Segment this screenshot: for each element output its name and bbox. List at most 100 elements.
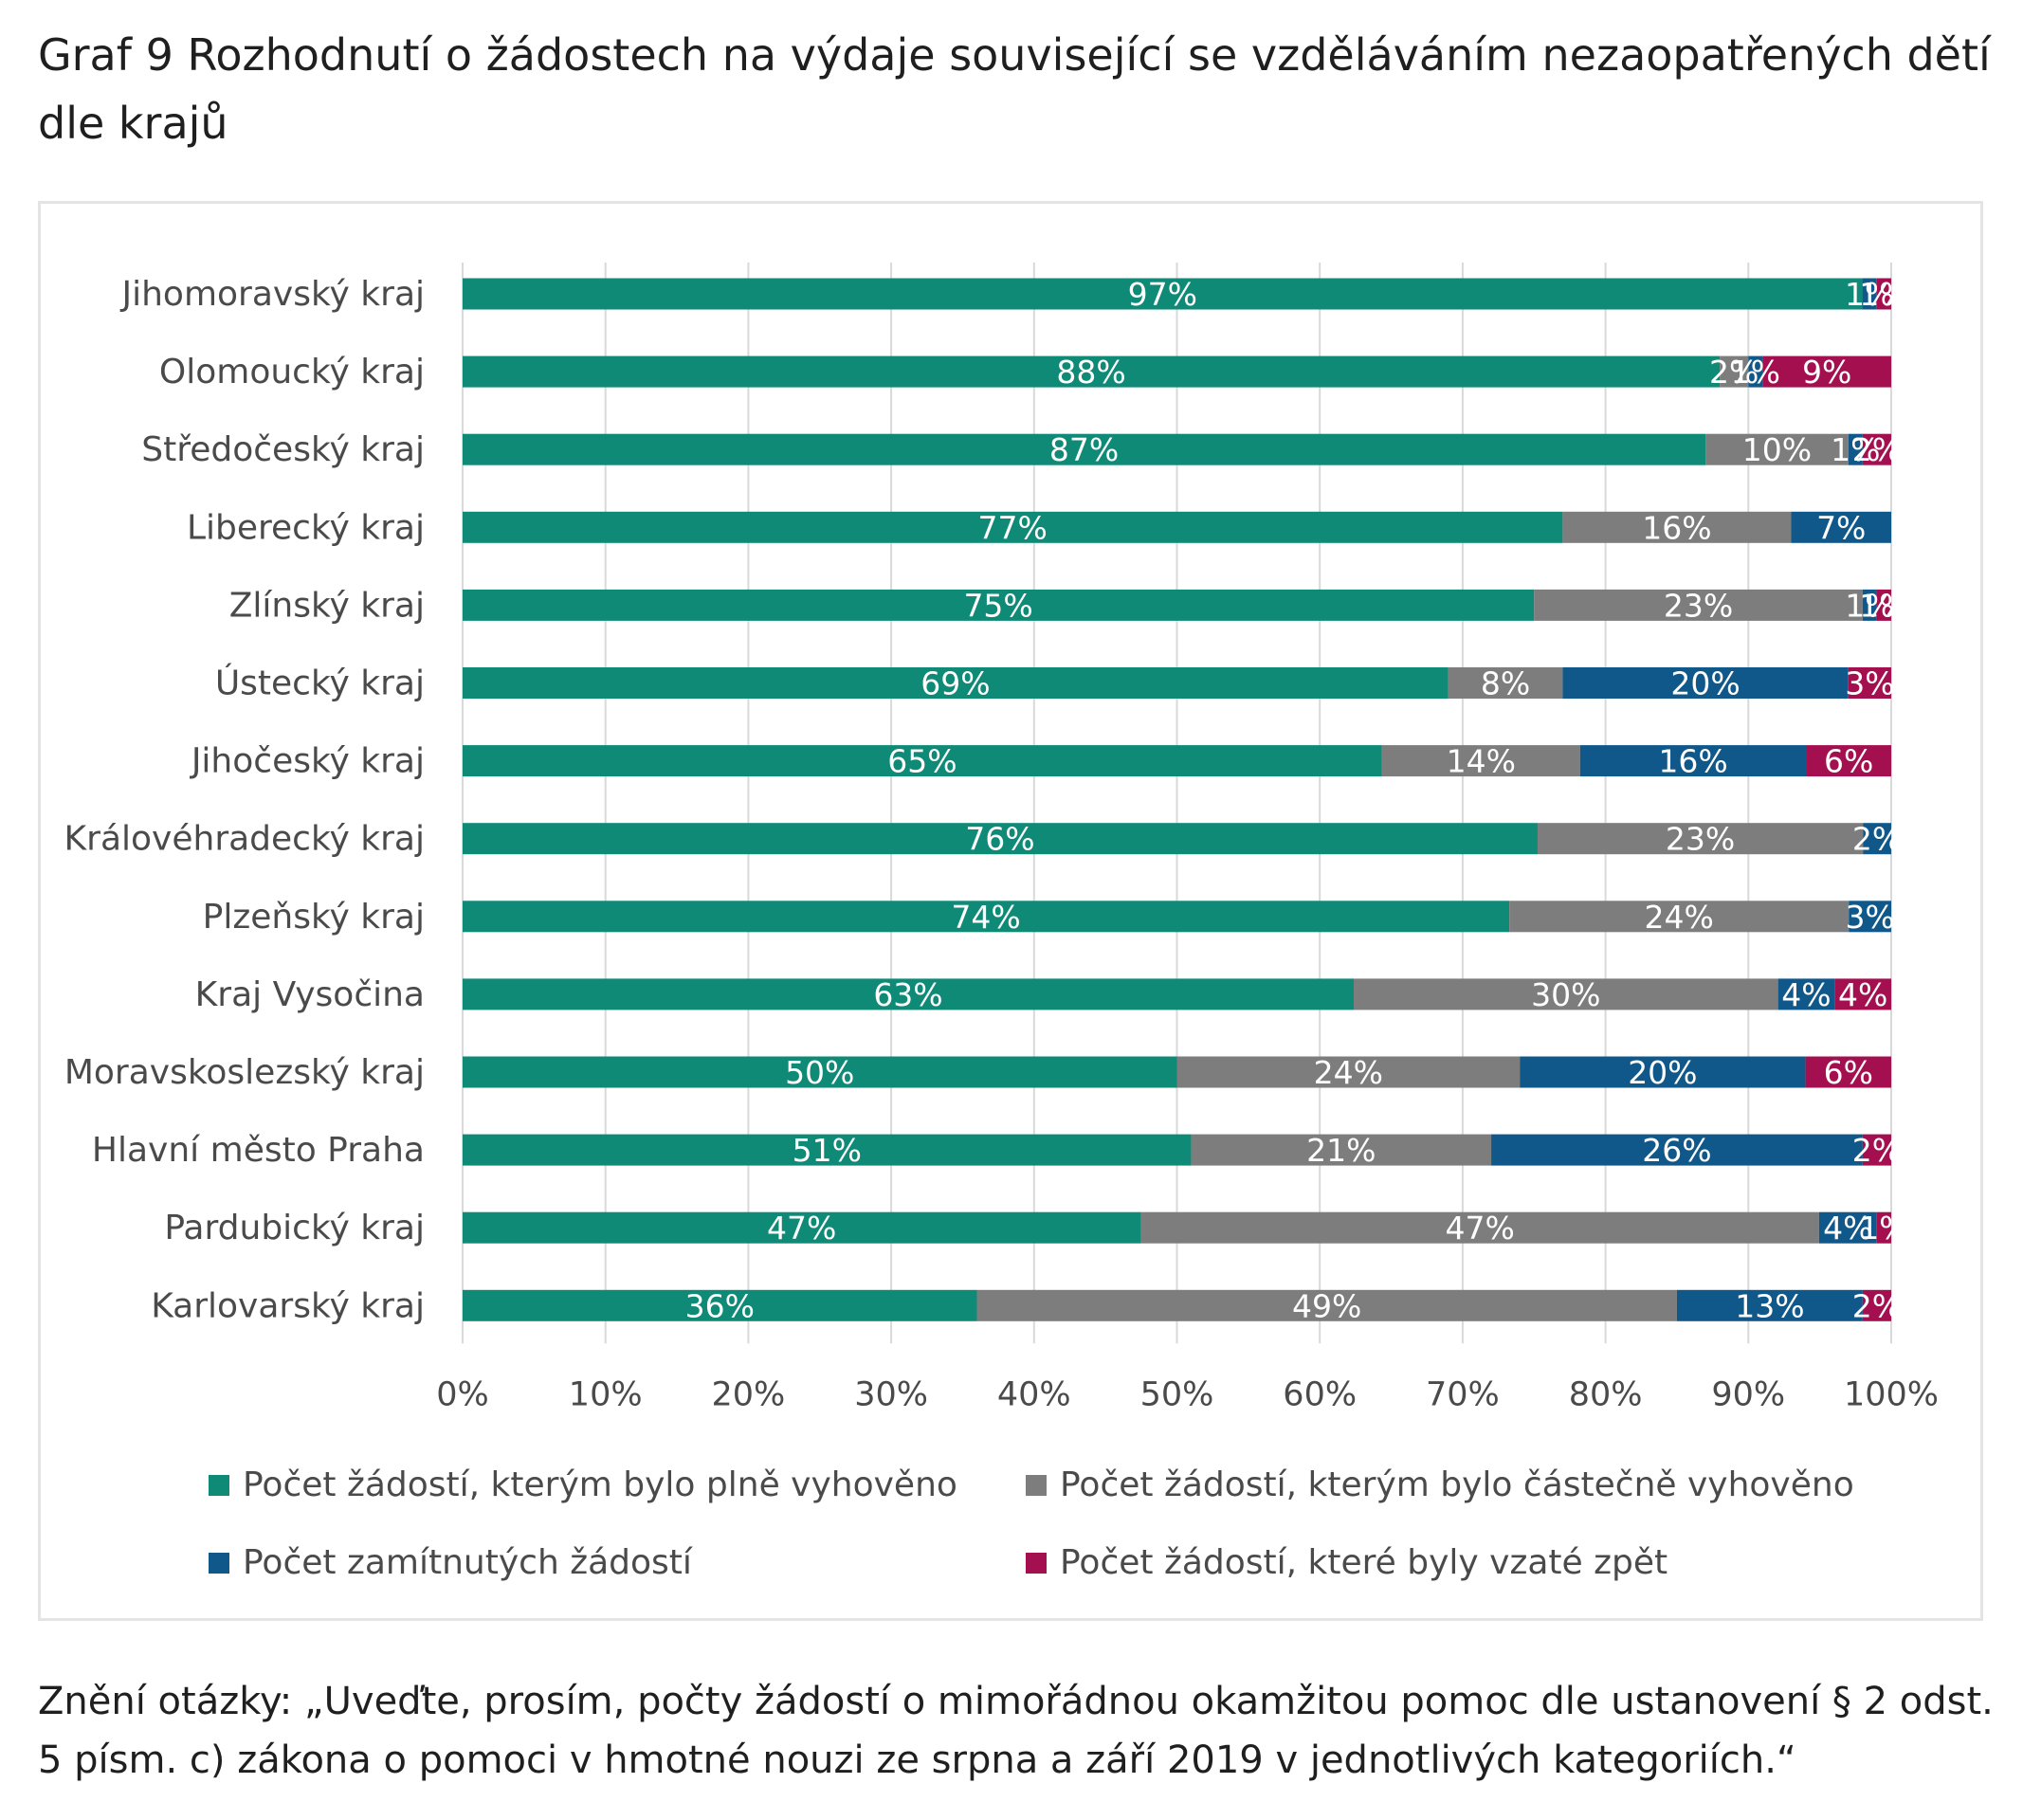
- data-label: 2%: [1709, 354, 1759, 391]
- bar-segment: [463, 511, 1563, 543]
- bar-segment: [1562, 511, 1792, 543]
- bar-segment: [463, 823, 1538, 855]
- x-tick-label: 50%: [1140, 1375, 1214, 1413]
- x-tick-label: 20%: [712, 1375, 786, 1413]
- bar-segment: [1876, 589, 1891, 621]
- data-label: 9%: [1802, 354, 1851, 391]
- data-label: 51%: [793, 1132, 862, 1169]
- data-label: 6%: [1824, 1054, 1873, 1091]
- legend-swatch: [1026, 1553, 1047, 1574]
- bar-segment: [1876, 278, 1891, 310]
- data-label: 23%: [1664, 587, 1733, 624]
- data-label: 1%: [1859, 587, 1908, 624]
- data-label: 1%: [1731, 354, 1780, 391]
- data-label: 2%: [1852, 1287, 1902, 1324]
- category-label: Pardubický kraj: [164, 1209, 425, 1247]
- data-label: 47%: [1445, 1210, 1514, 1247]
- bar-segment: [1676, 1289, 1863, 1321]
- category-label: Jihomoravský kraj: [120, 275, 426, 314]
- legend-label: Počet žádostí, kterým bylo plně vyhověno: [243, 1465, 957, 1504]
- bar-segment: [1705, 433, 1849, 465]
- data-label: 77%: [978, 509, 1048, 546]
- data-label: 1%: [1859, 276, 1908, 313]
- x-tick-label: 10%: [569, 1375, 643, 1413]
- bar-segment: [1354, 978, 1778, 1010]
- data-label: 76%: [965, 821, 1034, 858]
- data-label: 10%: [1742, 431, 1812, 468]
- data-label: 23%: [1666, 821, 1735, 858]
- x-tick-label: 70%: [1426, 1375, 1500, 1413]
- category-label: Karlovarský kraj: [151, 1286, 425, 1325]
- bar-segment: [463, 1134, 1192, 1166]
- bar-segment: [1579, 745, 1807, 777]
- bar-segment: [1791, 511, 1891, 543]
- bar-segment: [463, 745, 1382, 777]
- bar-segment: [1862, 589, 1877, 621]
- data-label: 50%: [785, 1054, 854, 1091]
- x-tick-label: 0%: [436, 1375, 489, 1413]
- data-label: 1%: [1831, 431, 1880, 468]
- gridlines: [462, 263, 1892, 1344]
- data-label: 47%: [767, 1210, 836, 1247]
- legend-swatch: [209, 1475, 229, 1496]
- data-label: 2%: [1852, 431, 1902, 468]
- bar-segment: [1834, 978, 1891, 1010]
- bar-segment: [1537, 823, 1864, 855]
- bar-segment: [463, 589, 1535, 621]
- legend-swatch: [1026, 1475, 1047, 1496]
- bar-segment: [1862, 1134, 1891, 1166]
- question-note: Znění otázky: „Uveďte, prosím, počty žád…: [38, 1680, 1994, 1782]
- category-label: Plzeňský kraj: [203, 898, 425, 937]
- bar-segment: [463, 1289, 977, 1321]
- x-tick-label: 80%: [1569, 1375, 1643, 1413]
- bar-segment: [1805, 1056, 1891, 1088]
- data-label: 65%: [887, 743, 957, 780]
- data-label: 3%: [1845, 899, 1894, 936]
- data-label: 2%: [1852, 821, 1902, 858]
- bar-segment: [463, 278, 1863, 310]
- data-label: 63%: [873, 976, 942, 1013]
- data-label: 6%: [1824, 743, 1873, 780]
- data-label: 87%: [1049, 431, 1119, 468]
- chart-title: Graf 9 Rozhodnutí o žádostech na výdaje …: [38, 29, 1991, 149]
- bar-segment: [1862, 433, 1891, 465]
- bar-segment: [1748, 355, 1763, 388]
- bar-segment: [1806, 745, 1891, 777]
- bar-segment: [1562, 667, 1849, 699]
- x-tick-label: 30%: [854, 1375, 928, 1413]
- legend-label: Počet žádostí, kterým bylo částečně vyho…: [1060, 1465, 1854, 1504]
- category-label: Olomoucký kraj: [159, 353, 425, 391]
- stacked-bar-chart: 97% 1%1%88% 2%1% 9%87% 10% 1%2%77% 16% 7%75% 23%…: [64, 263, 1939, 1582]
- data-label: 26%: [1642, 1132, 1711, 1169]
- bar-segment: [463, 1211, 1141, 1244]
- data-label: 30%: [1531, 976, 1600, 1013]
- data-label: 14%: [1447, 743, 1516, 780]
- data-label: 4%: [1823, 1210, 1872, 1247]
- bar-segment: [1848, 433, 1863, 465]
- data-label: 49%: [1292, 1287, 1361, 1324]
- bar-segment: [1863, 823, 1891, 855]
- data-label: 20%: [1670, 665, 1740, 702]
- data-label: 20%: [1628, 1054, 1697, 1091]
- bars: [463, 278, 1891, 1321]
- data-label: 1%: [1845, 587, 1894, 624]
- bar-segment: [1848, 667, 1891, 699]
- legend: Počet žádostí, kterým bylo plně vyhověno…: [209, 1465, 1854, 1582]
- data-label: 3%: [1845, 665, 1894, 702]
- data-label: 1%: [1859, 1210, 1908, 1247]
- data-label: 16%: [1658, 743, 1727, 780]
- data-label: 74%: [951, 899, 1020, 936]
- legend-label: Počet žádostí, které byly vzaté zpět: [1060, 1543, 1668, 1582]
- x-tick-label: 40%: [997, 1375, 1071, 1413]
- category-label: Středočeský kraj: [141, 430, 425, 469]
- bar-segment: [1176, 1056, 1521, 1088]
- bar-segment: [1191, 1134, 1492, 1166]
- bar-segment: [1381, 745, 1580, 777]
- data-label: 21%: [1306, 1132, 1376, 1169]
- data-label: 4%: [1838, 976, 1887, 1013]
- category-label: Královéhradecký kraj: [64, 820, 425, 859]
- bar-segment: [1762, 355, 1891, 388]
- data-label: 7%: [1816, 509, 1866, 546]
- data-label: 2%: [1852, 1132, 1902, 1169]
- data-label: 24%: [1645, 899, 1714, 936]
